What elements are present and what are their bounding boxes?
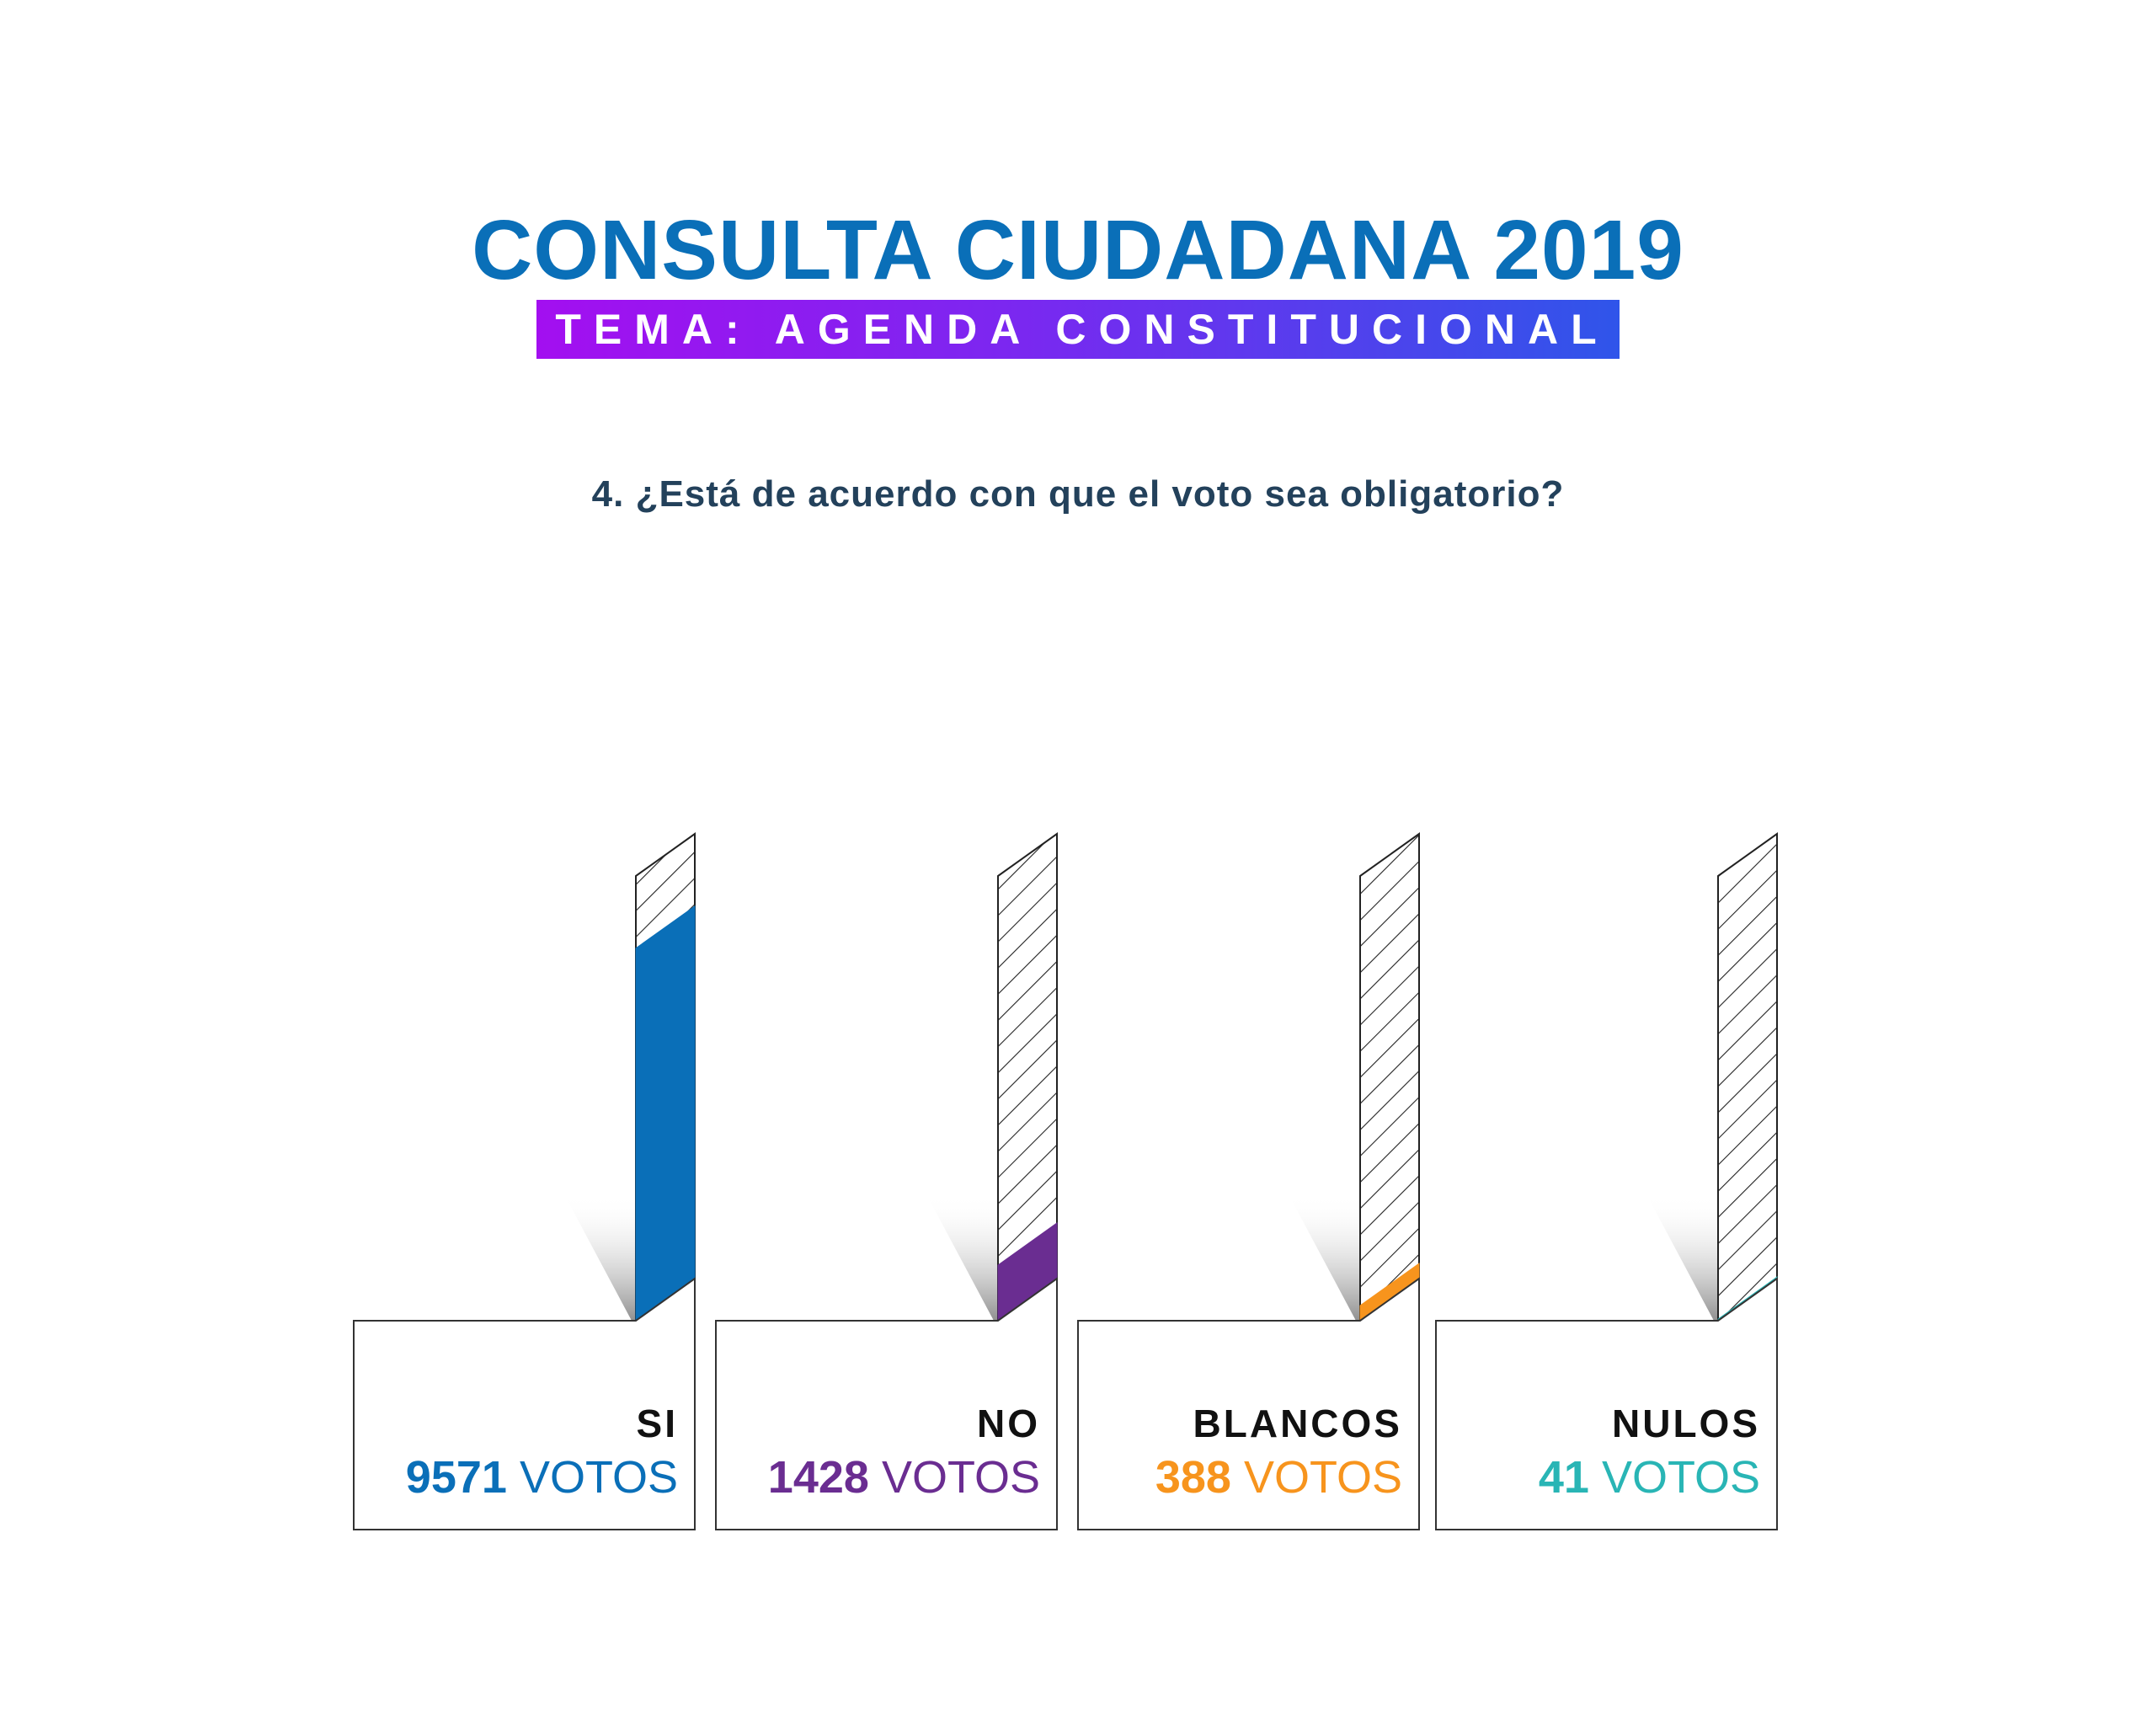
bar-group-blancos: BLANCOS 388 VOTOS (1077, 832, 1420, 1530)
category-label: NO (977, 1402, 1040, 1445)
vote-unit: VOTOS (507, 1452, 678, 1503)
bar-capacity (1717, 832, 1778, 1322)
vote-unit: VOTOS (1231, 1452, 1402, 1503)
category-label: BLANCOS (1193, 1402, 1402, 1445)
vote-count: 388 (1155, 1452, 1231, 1503)
bar-group-no: NO 1428 VOTOS (715, 832, 1058, 1530)
value-label: 1428 VOTOS (768, 1452, 1040, 1503)
bar-group-nulos: NULOS 41 VOTOS (1435, 832, 1778, 1530)
bar-shadow (564, 1194, 636, 1321)
bar-si (635, 905, 696, 1322)
value-label: 388 VOTOS (1155, 1452, 1402, 1503)
vote-count: 9571 (406, 1452, 507, 1503)
vote-count: 1428 (768, 1452, 869, 1503)
value-label: 9571 VOTOS (406, 1452, 678, 1503)
label-box (715, 1277, 1058, 1530)
label-box (1435, 1277, 1778, 1530)
value-label: 41 VOTOS (1539, 1452, 1760, 1503)
label-box (353, 1277, 696, 1530)
label-box (1077, 1277, 1420, 1530)
bar-shadow (926, 1194, 998, 1321)
category-label: SI (637, 1402, 678, 1445)
subtitle-banner: TEMA: AGENDA CONSTITUCIONAL (0, 300, 2156, 359)
subtitle: TEMA: AGENDA CONSTITUCIONAL (536, 300, 1620, 359)
bar-shadow (1646, 1194, 1718, 1321)
question-text: 4. ¿Está de acuerdo con que el voto sea … (591, 473, 1565, 515)
category-label: NULOS (1612, 1402, 1760, 1445)
vote-count: 41 (1539, 1452, 1589, 1503)
vote-unit: VOTOS (1589, 1452, 1760, 1503)
bar-group-si: SI 9571 VOTOS (353, 832, 696, 1530)
page-title: CONSULTA CIUDADANA 2019 (472, 203, 1684, 297)
bar-capacity (1359, 832, 1420, 1322)
vote-unit: VOTOS (869, 1452, 1040, 1503)
bar-shadow (1289, 1194, 1360, 1321)
